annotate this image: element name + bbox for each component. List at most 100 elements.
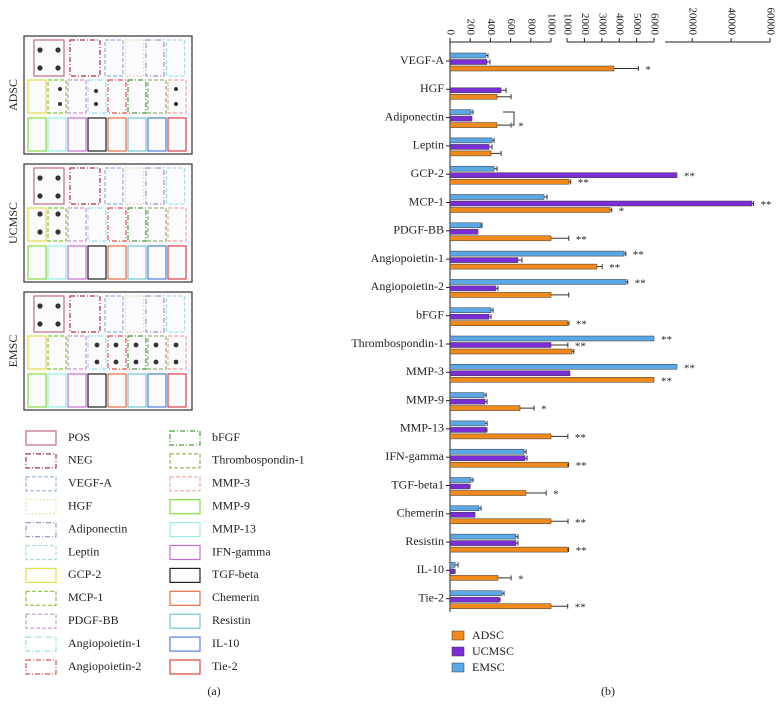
error-bar — [551, 292, 570, 298]
legend-swatch — [25, 636, 57, 652]
x-tick-label: 1000 — [561, 13, 573, 36]
y-tick-label: MMP-9 — [406, 392, 444, 406]
bar — [449, 505, 480, 512]
error-bar — [468, 484, 471, 489]
y-tick-label: MMP-3 — [406, 364, 444, 378]
bar — [449, 364, 678, 370]
significance-label: * — [553, 489, 559, 501]
array-cell — [47, 373, 67, 408]
legend-label: MMP-13 — [212, 521, 256, 535]
x-tick-label: 1000 — [545, 13, 557, 36]
error-bar — [551, 433, 569, 439]
legend-label: Resistin — [212, 613, 251, 627]
y-tick-label: IL-10 — [417, 562, 444, 576]
array-cell — [127, 245, 147, 280]
bar — [449, 222, 482, 229]
bar — [449, 377, 655, 383]
bar — [449, 405, 521, 411]
bar — [449, 518, 552, 525]
array-cell — [147, 335, 167, 370]
error-bar — [454, 568, 456, 574]
array-cell — [167, 79, 187, 114]
error-bar — [519, 405, 535, 411]
bar — [449, 313, 490, 320]
bar — [449, 533, 517, 540]
array-cell — [69, 167, 101, 205]
bar — [449, 342, 552, 348]
y-tick-label: Adiponectin — [385, 109, 444, 123]
x-tick-label: 0 — [444, 30, 456, 36]
legend-label: VEGF-A — [68, 476, 112, 490]
legend-label: ADSC — [472, 628, 504, 642]
error-bar — [544, 194, 548, 200]
significance-label: ** — [578, 177, 589, 189]
error-bar — [572, 349, 575, 354]
bar — [449, 65, 615, 72]
error-bar — [517, 257, 523, 263]
bar — [449, 392, 485, 398]
x-tick-label: 2000 — [579, 13, 591, 36]
array-cell — [33, 167, 65, 205]
array-cell — [27, 335, 47, 370]
bar — [449, 603, 552, 609]
x-tick-label: 4000 — [614, 13, 626, 36]
array-cell — [87, 245, 107, 280]
legend-swatch — [169, 613, 201, 629]
array-label: ADSC — [6, 79, 20, 111]
y-tick-label: Leptin — [413, 138, 444, 152]
array-label: EMSC — [6, 335, 20, 368]
legend-label: TGF-beta — [212, 567, 259, 581]
error-bar — [625, 279, 629, 285]
error-bar — [567, 320, 570, 326]
legend-swatch — [451, 630, 465, 641]
legend-label: PDGF-BB — [68, 613, 119, 627]
array-cell — [165, 167, 186, 205]
bar — [449, 307, 492, 313]
legend-swatch — [451, 646, 465, 657]
array-cell — [165, 295, 186, 333]
array-cell — [124, 295, 145, 333]
bar — [449, 562, 456, 568]
bar — [449, 590, 503, 596]
array-cell — [145, 167, 165, 205]
legend-label: EMSC — [472, 660, 505, 674]
bar — [449, 568, 455, 575]
error-bar — [488, 144, 493, 150]
array-cell — [104, 295, 124, 333]
x-tick-label: 40000 — [726, 8, 738, 36]
legend-swatch — [451, 662, 465, 673]
array-cell — [104, 39, 124, 77]
legend-swatch — [169, 521, 201, 538]
error-bar — [501, 87, 507, 93]
bar — [449, 250, 625, 257]
y-tick-label: Thrombospondin-1 — [351, 336, 444, 350]
error-bar — [481, 222, 483, 228]
error-bar — [525, 490, 547, 496]
legend-label: IL-10 — [212, 636, 239, 650]
array-cell — [27, 373, 47, 408]
array-label: UCMSC — [6, 202, 20, 244]
legend-label: NEG — [68, 453, 93, 467]
error-bar — [485, 420, 488, 426]
legend-label: Adiponectin — [68, 521, 127, 535]
significance-label: ** — [661, 334, 672, 346]
legend-swatch — [25, 499, 57, 515]
bar — [449, 263, 598, 270]
array-cell — [167, 207, 187, 242]
legend-label: IFN-gamma — [212, 544, 271, 558]
bar — [449, 285, 497, 292]
error-bar — [596, 264, 603, 270]
legend-swatch — [169, 499, 201, 515]
legend-swatch — [25, 590, 57, 606]
bar — [449, 115, 473, 122]
array-cell — [147, 117, 167, 152]
array-cell — [107, 79, 127, 114]
array-cell — [47, 79, 67, 114]
x-tick-label: 3000 — [596, 13, 608, 36]
error-bar — [609, 207, 613, 213]
y-tick-label: GCP-2 — [411, 166, 444, 180]
array-cell — [67, 207, 87, 242]
significance-bracket — [503, 111, 515, 126]
bar — [449, 178, 570, 185]
bar — [449, 257, 519, 263]
